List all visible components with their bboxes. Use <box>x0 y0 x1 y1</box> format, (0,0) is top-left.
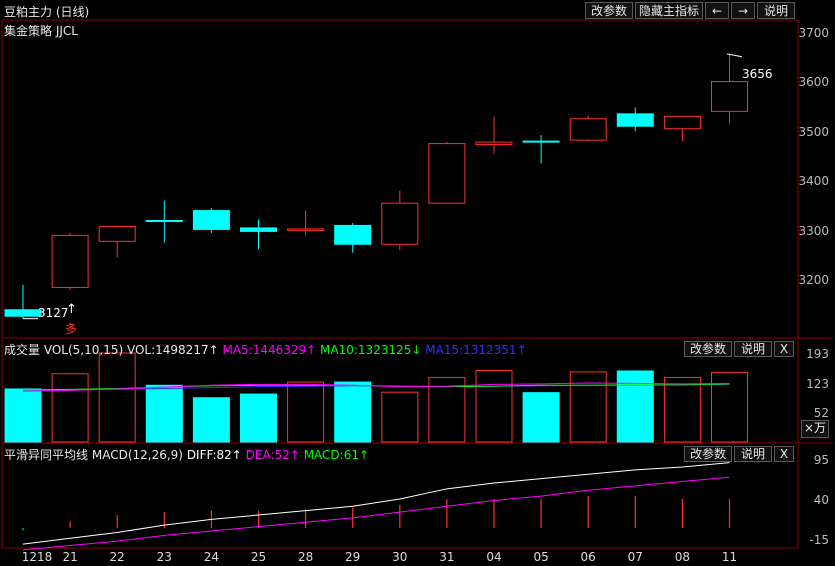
price-tick-3300: 3300 <box>798 224 829 238</box>
volume-bar <box>475 370 513 443</box>
low-arrow-icon: ↑ <box>66 302 77 317</box>
macd-dea: DEA:52↑ <box>245 448 300 462</box>
price-tick-3700: 3700 <box>798 26 829 40</box>
date-tick-label: 21 <box>62 550 78 564</box>
volume-bar <box>287 381 325 443</box>
price-tick-3600: 3600 <box>798 75 829 89</box>
macd-indicator: MACD(12,26,9) <box>91 448 183 462</box>
volume-ma5-line <box>22 382 730 392</box>
left-arrow-button[interactable]: ← <box>705 2 729 19</box>
volume-bar <box>4 388 42 443</box>
volume-bar <box>334 381 372 443</box>
candle-body-down <box>334 224 372 245</box>
date-tick-label: 25 <box>250 550 267 564</box>
volume-panel-label: 成交量 VOL(5,10,15) VOL:1498217↑ MA5:144632… <box>4 341 527 358</box>
volume-unit-button[interactable]: ×万 <box>801 420 829 438</box>
candle-body-down <box>192 210 230 230</box>
chart-frame <box>1 19 799 549</box>
volume-bar <box>51 373 89 443</box>
volume-title: 成交量 <box>4 343 41 357</box>
candle-body-down <box>522 140 560 143</box>
date-tick-label: 11 <box>721 550 738 564</box>
volume-close-button[interactable]: X <box>774 341 794 357</box>
volume-indicator: VOL(5,10,15) <box>43 343 124 357</box>
macd-tick-neg15: -15 <box>809 533 829 547</box>
candle-body-up <box>98 225 136 242</box>
candle-body-up <box>475 141 513 146</box>
macd-tick-95: 95 <box>813 453 829 467</box>
date-tick-label: 04 <box>486 550 502 564</box>
macd-tick-40: 40 <box>813 493 829 507</box>
macd-dea-line <box>22 476 730 551</box>
macd-diff: DIFF:82↑ <box>186 448 242 462</box>
candle-body-up <box>569 118 607 141</box>
hide-main-indicator-button[interactable]: 隐藏主指标 <box>635 2 703 19</box>
change-params-button[interactable]: 改参数 <box>585 2 633 19</box>
high-price-label: 3656 <box>742 67 773 81</box>
volume-bar <box>569 371 607 443</box>
volume-tick-123: 123 <box>806 377 829 391</box>
price-tick-3500: 3500 <box>798 125 829 139</box>
date-tick-label: 06 <box>580 550 596 564</box>
candle-body-up <box>711 81 748 112</box>
candle-body-up <box>51 234 89 288</box>
volume-bar <box>616 370 654 443</box>
volume-bar <box>192 397 230 443</box>
macd-change-params-button[interactable]: 改参数 <box>684 446 732 462</box>
date-tick-label: 07 <box>627 550 643 564</box>
price-tick-3400: 3400 <box>798 174 829 188</box>
date-tick-label: 23 <box>156 550 172 564</box>
volume-ma5: MA5:1446329↑ <box>222 343 317 357</box>
macd-help-button[interactable]: 说明 <box>734 446 772 462</box>
volume-tick-52: 52 <box>813 406 829 420</box>
volume-bar <box>663 376 701 443</box>
low-price-label: 3127 <box>38 306 69 320</box>
date-tick-label: 30 <box>392 550 408 564</box>
volume-bar <box>98 352 136 443</box>
long-signal-label: 多 <box>65 322 78 336</box>
help-button[interactable]: 说明 <box>757 2 795 19</box>
volume-bar <box>522 392 560 443</box>
date-tick-label: 22 <box>109 550 125 564</box>
volume-change-params-button[interactable]: 改参数 <box>684 341 732 357</box>
date-tick-label: 28 <box>297 550 314 564</box>
candle-body-down <box>145 219 183 222</box>
date-tick-label: 08 <box>674 550 691 564</box>
volume-bar <box>711 371 748 443</box>
date-tick-label: 29 <box>345 550 361 564</box>
high-pointer-line <box>726 53 743 58</box>
macd-value: MACD:61↑ <box>303 448 370 462</box>
volume-bar <box>381 391 419 443</box>
date-tick-label: 31 <box>439 550 455 564</box>
volume-ma15: MA15:1312351↑ <box>425 343 527 357</box>
price-tick-3200: 3200 <box>798 273 829 287</box>
volume-bar <box>428 376 466 443</box>
date-tick-label: 24 <box>203 550 220 564</box>
candle-body-up <box>428 143 466 204</box>
candle-body-up <box>381 202 419 245</box>
macd-title: 平滑异同平均线 <box>4 448 89 462</box>
candle-body-down <box>4 309 42 317</box>
candle-body-down <box>240 227 277 232</box>
candle-body-up <box>663 115 701 130</box>
volume-bar <box>240 393 277 443</box>
chart-title: 豆粕主力 (日线) <box>4 5 90 19</box>
candle-body-down <box>616 113 654 127</box>
volume-bar <box>145 384 183 443</box>
volume-tick-193: 193 <box>806 347 829 361</box>
right-arrow-button[interactable]: → <box>731 2 755 19</box>
date-tick-label: 1218 <box>21 550 53 564</box>
strategy-label: 集金策略 JJCL <box>4 24 78 38</box>
macd-close-button[interactable]: X <box>774 446 794 462</box>
volume-help-button[interactable]: 说明 <box>734 341 772 357</box>
macd-panel-label: 平滑异同平均线 MACD(12,26,9) DIFF:82↑ DEA:52↑ M… <box>4 446 369 463</box>
volume-ma10: MA10:1323125↓ <box>320 343 422 357</box>
date-tick-label: 05 <box>533 550 549 564</box>
macd-diff-line <box>22 462 730 545</box>
volume-value: VOL:1498217↑ <box>126 343 219 357</box>
candle-body-up <box>287 228 325 231</box>
